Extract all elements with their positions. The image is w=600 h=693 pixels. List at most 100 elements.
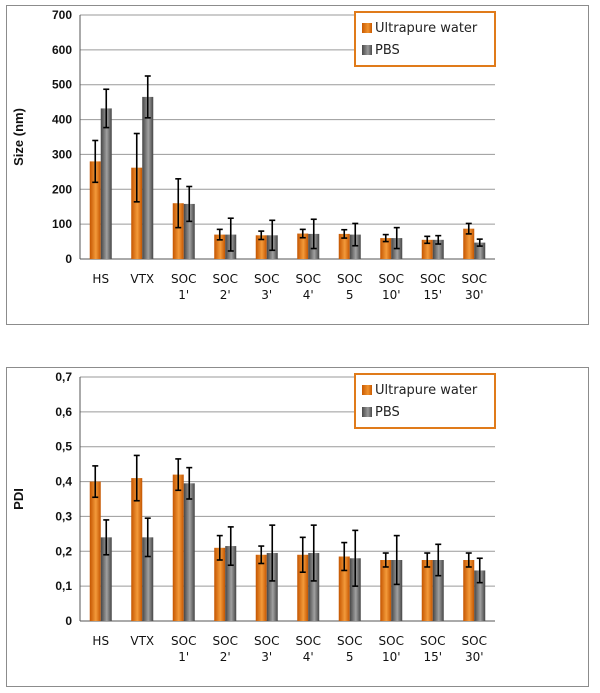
pdi-chart-legend: Ultrapure water PBS xyxy=(354,373,496,429)
error-bar xyxy=(258,545,265,565)
error-bar xyxy=(103,519,110,556)
error-bar xyxy=(352,529,359,587)
x-tick-label: SOC xyxy=(379,272,404,286)
error-bar xyxy=(186,185,193,223)
y-tick-label: 200 xyxy=(52,182,72,196)
bar-ultrapure xyxy=(463,228,475,259)
y-tick-label: 400 xyxy=(52,113,72,127)
bar-ultrapure xyxy=(297,233,309,259)
x-tick-label: SOC xyxy=(379,634,404,648)
x-tick-label: 15' xyxy=(423,288,442,302)
bar-ultrapure xyxy=(380,560,392,621)
bar-ultrapure xyxy=(338,233,350,259)
x-tick-label: 5 xyxy=(346,650,354,664)
error-bar xyxy=(341,228,348,239)
legend-entry-ultrapure: Ultrapure water xyxy=(362,379,486,401)
error-bar xyxy=(299,228,306,239)
pdi-chart-panel: 0 0,1 0,2 0,3 0,4 0,5 0,6 0,7 PDI HS VTX SOC 1' SOC 2'… xyxy=(6,367,589,687)
error-bar xyxy=(393,534,400,586)
y-tick-label: 0,5 xyxy=(55,440,72,454)
x-tick-label: VTX xyxy=(130,634,154,648)
error-bar xyxy=(352,222,359,247)
error-bar xyxy=(393,226,400,250)
x-tick-label: SOC xyxy=(420,272,445,286)
error-bar xyxy=(476,238,483,247)
error-bar xyxy=(227,526,234,567)
bar-pbs xyxy=(349,234,361,259)
y-axis-label: PDI xyxy=(11,488,26,510)
x-tick-label: SOC xyxy=(337,634,362,648)
error-bar xyxy=(299,536,306,573)
x-tick-label: SOC xyxy=(213,272,238,286)
error-bar xyxy=(465,222,472,235)
error-bar xyxy=(382,233,389,243)
bar-pbs xyxy=(266,553,278,621)
x-tick-label: 1' xyxy=(178,650,189,664)
bar-ultrapure xyxy=(255,235,267,259)
x-tick-label: 3' xyxy=(261,650,272,664)
x-tick-label: 10' xyxy=(382,650,401,664)
y-tick-label: 600 xyxy=(52,43,72,57)
x-tick-label: VTX xyxy=(130,272,154,286)
error-bar xyxy=(133,132,140,203)
y-tick-label: 0,4 xyxy=(55,475,72,489)
error-bar xyxy=(103,88,110,129)
x-tick-label: 3' xyxy=(261,288,272,302)
x-tick-label: SOC xyxy=(171,272,196,286)
bar-ultrapure xyxy=(421,560,433,621)
error-bar xyxy=(310,524,317,582)
error-bar xyxy=(424,235,431,245)
bar-ultrapure xyxy=(172,474,184,621)
error-bar xyxy=(476,557,483,584)
x-tick-label: SOC xyxy=(254,272,279,286)
bar-pbs xyxy=(349,558,361,621)
bar-ultrapure xyxy=(172,203,184,259)
pbs-swatch-icon xyxy=(362,407,372,417)
bar-pbs xyxy=(225,546,237,621)
error-bar xyxy=(269,524,276,582)
legend-label-ultrapure: Ultrapure water xyxy=(375,20,478,36)
error-bar xyxy=(341,541,348,572)
y-tick-label: 0,7 xyxy=(55,370,72,384)
error-bar xyxy=(382,552,389,568)
y-tick-label: 0,1 xyxy=(55,579,72,593)
x-tick-label: SOC xyxy=(254,634,279,648)
error-bar xyxy=(175,178,182,229)
pdi-chart: 0 0,1 0,2 0,3 0,4 0,5 0,6 0,7 PDI HS VTX SOC 1' SOC 2'… xyxy=(11,370,495,664)
y-tick-label: 500 xyxy=(52,78,72,92)
error-bar xyxy=(92,465,99,499)
bar-pbs xyxy=(100,108,112,259)
x-tick-label: SOC xyxy=(171,634,196,648)
legend-label-pbs: PBS xyxy=(375,404,400,420)
bar-ultrapure xyxy=(463,560,475,621)
error-bar xyxy=(216,228,223,241)
y-axis-label: Size (nm) xyxy=(11,108,26,166)
x-tick-label: 5 xyxy=(346,288,354,302)
error-bar xyxy=(216,534,223,561)
bar-ultrapure xyxy=(89,161,101,259)
bar-pbs xyxy=(474,570,486,621)
x-tick-label: 30' xyxy=(465,650,484,664)
error-bar xyxy=(258,230,265,241)
error-bar xyxy=(465,552,472,568)
legend-label-pbs: PBS xyxy=(375,42,400,58)
bar-ultrapure xyxy=(214,234,226,259)
y-tick-label: 700 xyxy=(52,8,72,22)
x-tick-label: 15' xyxy=(423,650,442,664)
bar-pbs xyxy=(308,553,320,621)
y-tick-label: 300 xyxy=(52,147,72,161)
y-tick-label: 100 xyxy=(52,217,72,231)
y-tick-label: 0,3 xyxy=(55,509,72,523)
x-tick-label: 4' xyxy=(303,650,314,664)
legend-label-ultrapure: Ultrapure water xyxy=(375,382,478,398)
x-tick-label: SOC xyxy=(337,272,362,286)
bar-ultrapure xyxy=(297,554,309,621)
bar-ultrapure xyxy=(338,556,350,621)
x-tick-label: SOC xyxy=(420,634,445,648)
error-bar xyxy=(186,466,193,500)
bar-pbs xyxy=(432,560,444,621)
error-bar xyxy=(310,218,317,250)
bar-ultrapure xyxy=(255,554,267,621)
size-chart-panel: 0 100 200 300 400 500 600 700 Size (nm) HS VTX SOC 1… xyxy=(6,5,589,325)
error-bar xyxy=(227,217,234,252)
